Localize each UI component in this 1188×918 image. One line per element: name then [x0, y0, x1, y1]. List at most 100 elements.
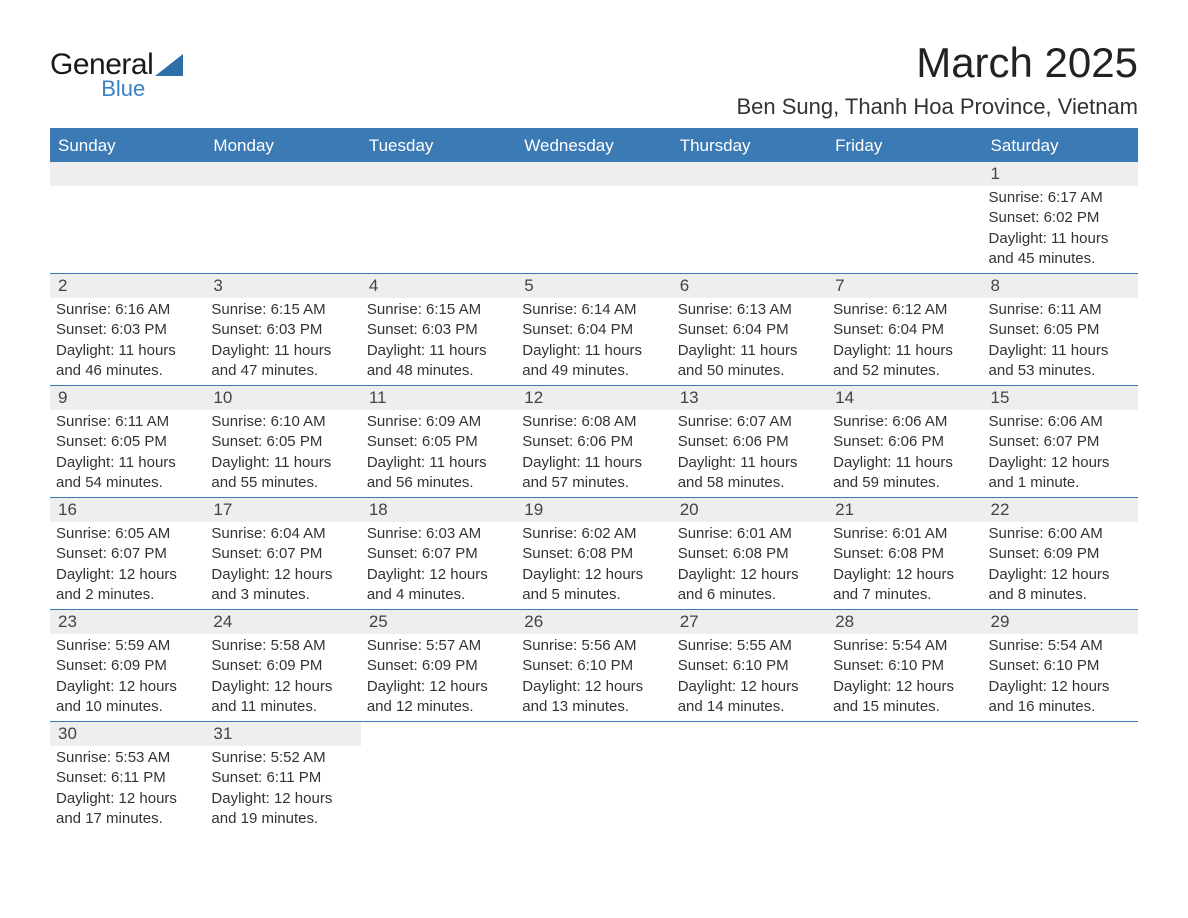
calendar: Sunday Monday Tuesday Wednesday Thursday…: [50, 128, 1138, 833]
day-cell: 17Sunrise: 6:04 AMSunset: 6:07 PMDayligh…: [205, 498, 360, 609]
day-cell-empty: [827, 722, 982, 833]
location: Ben Sung, Thanh Hoa Province, Vietnam: [736, 94, 1138, 120]
weeks-container: 1Sunrise: 6:17 AMSunset: 6:02 PMDaylight…: [50, 162, 1138, 833]
day-number: 31: [205, 722, 360, 746]
day-sunrise: Sunrise: 6:10 AM: [211, 412, 352, 432]
day-cell: 11Sunrise: 6:09 AMSunset: 6:05 PMDayligh…: [361, 386, 516, 497]
weekday-header: Friday: [827, 130, 982, 162]
day-details: [672, 746, 827, 824]
day-number: 14: [827, 386, 982, 410]
day-cell: 29Sunrise: 5:54 AMSunset: 6:10 PMDayligh…: [983, 610, 1138, 721]
day-details: Sunrise: 5:58 AMSunset: 6:09 PMDaylight:…: [205, 634, 360, 721]
day-daylight2: and 49 minutes.: [522, 361, 663, 381]
day-daylight2: and 57 minutes.: [522, 473, 663, 493]
day-number: [827, 722, 982, 746]
day-cell-empty: [672, 162, 827, 273]
day-sunset: Sunset: 6:04 PM: [522, 320, 663, 340]
day-sunrise: Sunrise: 5:54 AM: [833, 636, 974, 656]
day-sunset: Sunset: 6:11 PM: [211, 768, 352, 788]
day-details: Sunrise: 6:07 AMSunset: 6:06 PMDaylight:…: [672, 410, 827, 497]
day-daylight2: and 2 minutes.: [56, 585, 197, 605]
day-number: 3: [205, 274, 360, 298]
weekday-header: Monday: [205, 130, 360, 162]
day-cell: 25Sunrise: 5:57 AMSunset: 6:09 PMDayligh…: [361, 610, 516, 721]
day-details: Sunrise: 6:06 AMSunset: 6:07 PMDaylight:…: [983, 410, 1138, 497]
day-details: Sunrise: 6:15 AMSunset: 6:03 PMDaylight:…: [361, 298, 516, 385]
day-details: [205, 186, 360, 264]
day-daylight2: and 17 minutes.: [56, 809, 197, 829]
day-daylight2: and 13 minutes.: [522, 697, 663, 717]
day-number: [672, 722, 827, 746]
day-cell: 22Sunrise: 6:00 AMSunset: 6:09 PMDayligh…: [983, 498, 1138, 609]
day-sunrise: Sunrise: 6:12 AM: [833, 300, 974, 320]
day-sunset: Sunset: 6:10 PM: [522, 656, 663, 676]
day-number: 19: [516, 498, 671, 522]
day-sunset: Sunset: 6:10 PM: [678, 656, 819, 676]
day-daylight2: and 12 minutes.: [367, 697, 508, 717]
week-row: 2Sunrise: 6:16 AMSunset: 6:03 PMDaylight…: [50, 274, 1138, 386]
day-details: Sunrise: 5:54 AMSunset: 6:10 PMDaylight:…: [827, 634, 982, 721]
day-number: 27: [672, 610, 827, 634]
day-number: 5: [516, 274, 671, 298]
day-daylight1: Daylight: 11 hours: [367, 341, 508, 361]
day-daylight2: and 15 minutes.: [833, 697, 974, 717]
day-number: 13: [672, 386, 827, 410]
week-row: 30Sunrise: 5:53 AMSunset: 6:11 PMDayligh…: [50, 722, 1138, 833]
weekday-header: Saturday: [983, 130, 1138, 162]
day-number: 1: [983, 162, 1138, 186]
day-cell: 23Sunrise: 5:59 AMSunset: 6:09 PMDayligh…: [50, 610, 205, 721]
day-number: 20: [672, 498, 827, 522]
day-sunset: Sunset: 6:09 PM: [56, 656, 197, 676]
day-sunrise: Sunrise: 5:57 AM: [367, 636, 508, 656]
day-details: Sunrise: 6:10 AMSunset: 6:05 PMDaylight:…: [205, 410, 360, 497]
day-daylight1: Daylight: 12 hours: [56, 677, 197, 697]
day-details: [516, 746, 671, 824]
day-daylight1: Daylight: 11 hours: [833, 341, 974, 361]
day-daylight2: and 45 minutes.: [989, 249, 1130, 269]
day-number: 23: [50, 610, 205, 634]
day-cell-empty: [205, 162, 360, 273]
day-daylight1: Daylight: 11 hours: [211, 453, 352, 473]
day-cell: 27Sunrise: 5:55 AMSunset: 6:10 PMDayligh…: [672, 610, 827, 721]
day-details: Sunrise: 6:05 AMSunset: 6:07 PMDaylight:…: [50, 522, 205, 609]
day-sunrise: Sunrise: 5:54 AM: [989, 636, 1130, 656]
day-sunrise: Sunrise: 6:14 AM: [522, 300, 663, 320]
day-daylight1: Daylight: 12 hours: [989, 565, 1130, 585]
day-cell: 5Sunrise: 6:14 AMSunset: 6:04 PMDaylight…: [516, 274, 671, 385]
day-number: [205, 162, 360, 186]
day-sunset: Sunset: 6:05 PM: [367, 432, 508, 452]
day-daylight2: and 6 minutes.: [678, 585, 819, 605]
day-daylight1: Daylight: 12 hours: [833, 677, 974, 697]
day-daylight2: and 8 minutes.: [989, 585, 1130, 605]
week-row: 16Sunrise: 6:05 AMSunset: 6:07 PMDayligh…: [50, 498, 1138, 610]
day-details: [827, 746, 982, 824]
day-details: Sunrise: 6:04 AMSunset: 6:07 PMDaylight:…: [205, 522, 360, 609]
day-daylight2: and 3 minutes.: [211, 585, 352, 605]
day-number: 7: [827, 274, 982, 298]
day-sunset: Sunset: 6:04 PM: [833, 320, 974, 340]
day-sunrise: Sunrise: 6:16 AM: [56, 300, 197, 320]
day-details: Sunrise: 5:53 AMSunset: 6:11 PMDaylight:…: [50, 746, 205, 833]
day-daylight1: Daylight: 12 hours: [211, 789, 352, 809]
day-sunrise: Sunrise: 6:13 AM: [678, 300, 819, 320]
day-cell-empty: [361, 162, 516, 273]
day-daylight1: Daylight: 12 hours: [833, 565, 974, 585]
day-sunset: Sunset: 6:09 PM: [367, 656, 508, 676]
day-daylight2: and 16 minutes.: [989, 697, 1130, 717]
day-cell-empty: [672, 722, 827, 833]
day-details: Sunrise: 5:57 AMSunset: 6:09 PMDaylight:…: [361, 634, 516, 721]
day-daylight2: and 11 minutes.: [211, 697, 352, 717]
day-sunset: Sunset: 6:02 PM: [989, 208, 1130, 228]
day-cell: 12Sunrise: 6:08 AMSunset: 6:06 PMDayligh…: [516, 386, 671, 497]
day-cell: 24Sunrise: 5:58 AMSunset: 6:09 PMDayligh…: [205, 610, 360, 721]
day-daylight1: Daylight: 11 hours: [989, 229, 1130, 249]
day-number: 16: [50, 498, 205, 522]
day-cell: 6Sunrise: 6:13 AMSunset: 6:04 PMDaylight…: [672, 274, 827, 385]
header: General Blue March 2025 Ben Sung, Thanh …: [50, 40, 1138, 120]
day-details: Sunrise: 6:15 AMSunset: 6:03 PMDaylight:…: [205, 298, 360, 385]
day-sunrise: Sunrise: 6:11 AM: [56, 412, 197, 432]
day-daylight2: and 19 minutes.: [211, 809, 352, 829]
day-details: Sunrise: 6:12 AMSunset: 6:04 PMDaylight:…: [827, 298, 982, 385]
day-cell: 26Sunrise: 5:56 AMSunset: 6:10 PMDayligh…: [516, 610, 671, 721]
day-cell: 7Sunrise: 6:12 AMSunset: 6:04 PMDaylight…: [827, 274, 982, 385]
